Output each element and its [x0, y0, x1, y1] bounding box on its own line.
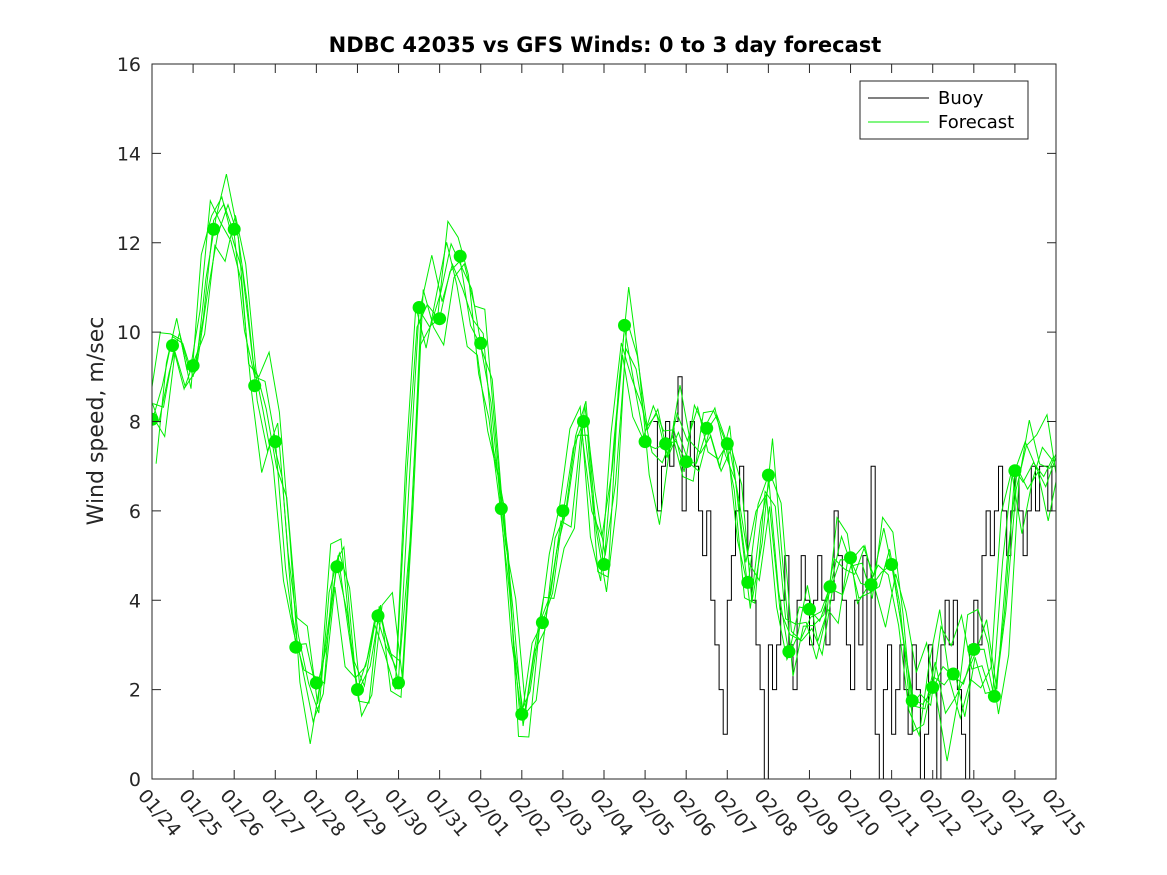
forecast-marker	[166, 339, 179, 352]
forecast-marker	[700, 421, 714, 435]
forecast-marker	[823, 580, 837, 594]
legend: Buoy Forecast	[859, 80, 1029, 140]
y-tick-label: 4	[129, 590, 141, 612]
forecast-marker	[433, 312, 447, 326]
forecast-marker	[618, 318, 631, 332]
buoy-series-line	[653, 376, 1056, 779]
forecast-marker	[248, 379, 262, 393]
forecast-series-line-4	[155, 203, 1056, 762]
forecast-marker	[679, 455, 693, 469]
forecast-marker	[556, 504, 570, 518]
y-tick-label: 6	[129, 501, 141, 523]
forecast-marker	[905, 694, 919, 708]
forecast-marker	[1008, 464, 1022, 478]
forecast-marker	[330, 560, 344, 574]
y-tick-label: 10	[117, 322, 141, 344]
forecast-marker	[309, 676, 323, 690]
forecast-marker	[946, 667, 960, 681]
forecast-marker	[926, 680, 940, 694]
forecast-marker	[392, 676, 405, 690]
legend-buoy-label: Buoy	[938, 88, 984, 109]
forecast-marker	[152, 412, 159, 426]
forecast-marker	[761, 468, 775, 482]
y-axis-label: Wind speed, m/sec	[84, 317, 109, 526]
forecast-marker	[844, 551, 857, 565]
forecast-marker	[987, 689, 1001, 703]
forecast-marker	[289, 640, 303, 654]
forecast-marker	[967, 642, 981, 656]
forecast-marker	[597, 558, 611, 571]
forecast-marker	[782, 645, 796, 659]
forecast-marker	[453, 249, 467, 263]
y-tick-label: 8	[129, 412, 141, 434]
legend-box	[859, 80, 1029, 140]
plot-content	[152, 173, 1056, 779]
y-tick-label: 16	[117, 54, 141, 76]
forecast-marker	[186, 359, 200, 373]
forecast-marker	[351, 683, 364, 697]
y-tick-label: 14	[117, 143, 141, 165]
forecast-marker	[268, 435, 282, 449]
forecast-series-line-6	[153, 215, 1056, 733]
forecast-marker	[227, 222, 241, 236]
forecast-marker	[515, 707, 529, 721]
forecast-marker	[803, 602, 816, 616]
plot-area	[152, 173, 1056, 779]
chart-title: NDBC 42035 vs GFS Winds: 0 to 3 day fore…	[329, 33, 882, 57]
forecast-marker	[577, 415, 590, 428]
forecast-marker	[412, 301, 426, 314]
y-tick-label: 0	[129, 769, 141, 791]
y-tick-label: 2	[129, 680, 141, 702]
forecast-marker	[741, 575, 755, 589]
forecast-marker	[864, 578, 878, 592]
forecast-marker	[659, 437, 673, 451]
forecast-marker	[535, 616, 549, 630]
forecast-marker	[720, 437, 734, 451]
forecast-marker	[885, 558, 899, 571]
y-tick-label: 12	[117, 233, 141, 255]
forecast-marker	[494, 502, 508, 516]
forecast-marker	[638, 435, 652, 449]
forecast-marker	[371, 609, 385, 623]
forecast-marker	[474, 336, 488, 350]
legend-forecast-label: Forecast	[938, 112, 1014, 133]
forecast-marker	[207, 222, 221, 236]
